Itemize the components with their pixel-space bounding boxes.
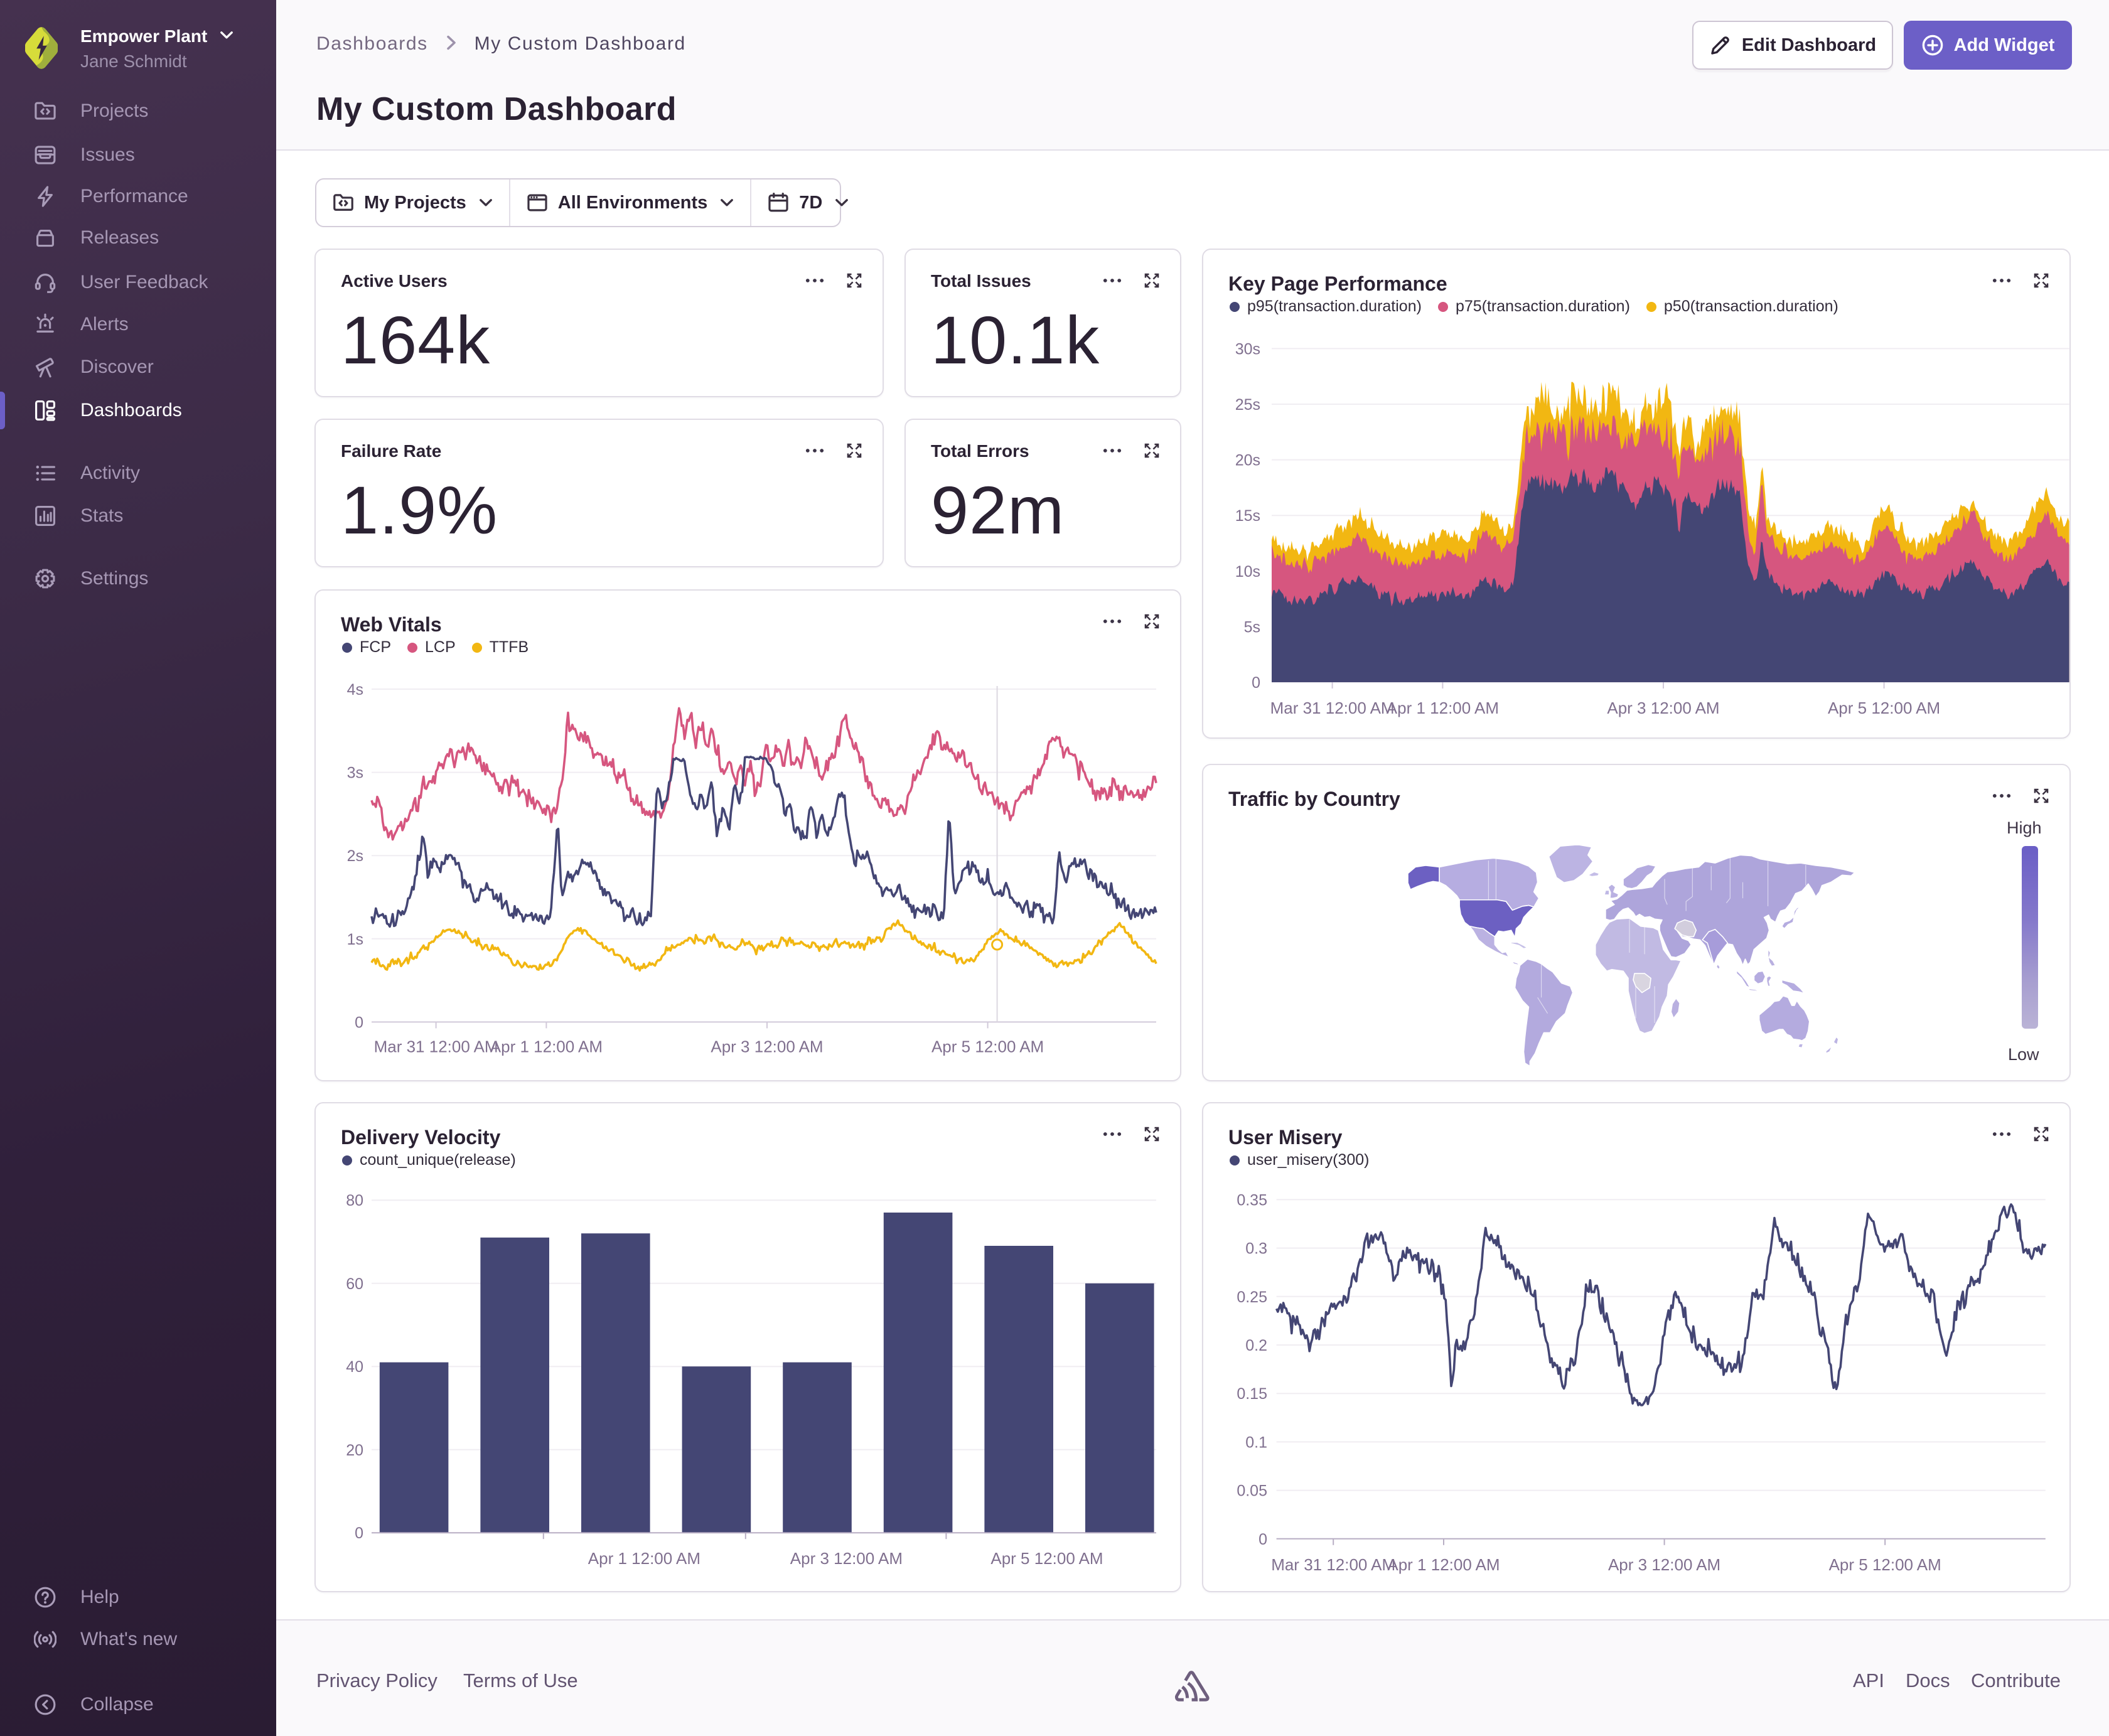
svg-text:60: 60 xyxy=(346,1275,363,1293)
svg-text:0.2: 0.2 xyxy=(1245,1337,1267,1354)
svg-text:0: 0 xyxy=(355,1525,363,1543)
svg-text:Apr 1 12:00 AM: Apr 1 12:00 AM xyxy=(1387,699,1499,717)
svg-text:Apr 3 12:00 AM: Apr 3 12:00 AM xyxy=(1608,1555,1720,1574)
svg-text:0.15: 0.15 xyxy=(1237,1386,1267,1403)
svg-text:Apr 3 12:00 AM: Apr 3 12:00 AM xyxy=(1607,699,1719,717)
svg-text:25s: 25s xyxy=(1235,396,1260,414)
svg-text:Mar 31 12:00 AM: Mar 31 12:00 AM xyxy=(374,1037,498,1056)
svg-text:1s: 1s xyxy=(347,931,363,948)
svg-text:20s: 20s xyxy=(1235,452,1260,469)
svg-text:Apr 5 12:00 AM: Apr 5 12:00 AM xyxy=(1828,699,1940,717)
svg-text:80: 80 xyxy=(346,1192,363,1210)
svg-text:20: 20 xyxy=(346,1442,363,1459)
svg-text:Apr 1 12:00 AM: Apr 1 12:00 AM xyxy=(490,1037,603,1056)
svg-text:4s: 4s xyxy=(347,681,363,699)
svg-text:40: 40 xyxy=(346,1359,363,1376)
svg-text:30s: 30s xyxy=(1235,340,1260,358)
svg-text:0.35: 0.35 xyxy=(1237,1192,1267,1209)
svg-text:Mar 31 12:00 AM: Mar 31 12:00 AM xyxy=(1271,1555,1395,1574)
svg-text:0.3: 0.3 xyxy=(1245,1240,1267,1258)
svg-text:2s: 2s xyxy=(347,848,363,865)
svg-text:Apr 5 12:00 AM: Apr 5 12:00 AM xyxy=(931,1037,1044,1056)
svg-text:0: 0 xyxy=(1258,1531,1267,1548)
svg-text:0: 0 xyxy=(355,1014,363,1032)
svg-text:0.1: 0.1 xyxy=(1245,1434,1267,1452)
svg-text:5s: 5s xyxy=(1244,618,1260,636)
svg-text:Apr 1 12:00 AM: Apr 1 12:00 AM xyxy=(588,1550,700,1568)
svg-text:10s: 10s xyxy=(1235,563,1260,581)
svg-text:Mar 31 12:00 AM: Mar 31 12:00 AM xyxy=(1270,699,1395,717)
svg-text:0: 0 xyxy=(1252,674,1260,692)
svg-text:Apr 3 12:00 AM: Apr 3 12:00 AM xyxy=(711,1037,823,1056)
svg-text:Apr 1 12:00 AM: Apr 1 12:00 AM xyxy=(1387,1555,1500,1574)
svg-text:0.05: 0.05 xyxy=(1237,1482,1267,1500)
svg-text:3s: 3s xyxy=(347,764,363,782)
svg-text:Apr 3 12:00 AM: Apr 3 12:00 AM xyxy=(790,1550,903,1568)
svg-text:Apr 5 12:00 AM: Apr 5 12:00 AM xyxy=(990,1550,1103,1568)
svg-text:0.25: 0.25 xyxy=(1237,1289,1267,1306)
svg-text:15s: 15s xyxy=(1235,507,1260,525)
svg-text:Apr 5 12:00 AM: Apr 5 12:00 AM xyxy=(1829,1555,1941,1574)
